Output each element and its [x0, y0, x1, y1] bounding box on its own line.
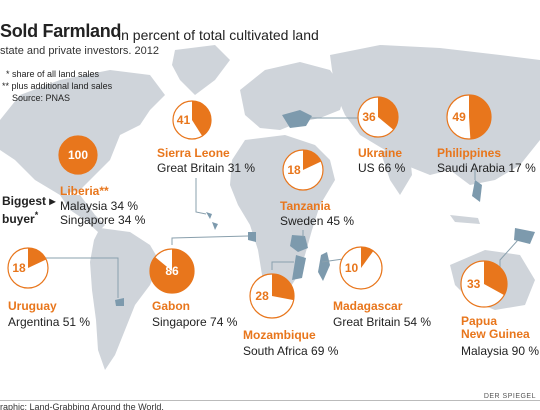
highlight-uruguay: [115, 298, 124, 306]
buyer-mozambique: South Africa 69 %: [243, 344, 339, 358]
biggest-buyer-label: Biggest ▸ buyer*: [2, 194, 55, 226]
country-label-mozambique: Mozambique: [243, 328, 316, 342]
pie-label-uruguay: 18: [12, 261, 26, 275]
pie-label-madagascar: 10: [345, 261, 359, 275]
country-label-uruguay: Uruguay: [8, 299, 57, 313]
pie-layer: 41 100 18 86 18 36 49 28 10 33: [7, 94, 508, 319]
pie-label-tanzania: 18: [287, 163, 301, 177]
pie-liberia: 100: [58, 135, 98, 175]
chart-title: Sold Farmland: [0, 21, 122, 41]
chart-subtitle: state and private investors. 2012: [0, 45, 159, 57]
highlight-tanzania: [290, 235, 308, 252]
pie-label-liberia: 100: [68, 148, 88, 162]
buyer-gabon: Singapore 74 %: [152, 315, 238, 329]
pie-sierra-leone: 41: [172, 100, 212, 140]
pie-label-philippines: 49: [452, 110, 466, 124]
country-label-sierra-leone: Sierra Leone: [157, 146, 230, 160]
country-label-philippines: Philippines: [437, 146, 502, 160]
country-label-papua-line2: New Guinea: [461, 327, 530, 341]
leader-uruguay: [40, 257, 119, 298]
pie-madagascar: 10: [339, 246, 383, 290]
landmass-asia: [330, 45, 540, 185]
liberia-mark: **: [99, 184, 109, 198]
landmass-europe: [240, 62, 345, 130]
biggest-buyer-line2: buyer*: [2, 210, 39, 226]
buyer-ukraine: US 66 %: [358, 161, 406, 175]
buyer-sierra-leone: Great Britain 31 %: [157, 161, 256, 175]
country-label-gabon: Gabon: [152, 299, 190, 313]
buyer-liberia-2: Singapore 34 %: [60, 213, 146, 227]
leader-sierra-leone: [195, 178, 207, 215]
footer-rule: [0, 400, 540, 410]
footer-credit: DER SPIEGEL: [483, 393, 536, 400]
note-additional: ** plus additional land sales: [2, 81, 113, 91]
landmass-greenland: [172, 45, 230, 95]
highlight-mozambique: [292, 255, 306, 280]
leader-gabon: [171, 235, 249, 245]
leader-lines: [40, 117, 519, 298]
buyer-tanzania: Sweden 45 %: [280, 214, 355, 228]
country-label-papua-line1: Papua: [461, 314, 498, 328]
landmass-north-america: [0, 70, 165, 195]
pie-slice-gabon: [150, 248, 195, 293]
buyer-philippines: Saudi Arabia 17 %: [437, 161, 536, 175]
pie-slice-mozambique: [272, 274, 294, 301]
pie-papua: 33: [460, 260, 508, 308]
pie-slice-liberia: [59, 136, 97, 174]
landmass-south-america: [90, 228, 160, 370]
biggest-buyer-line1: Biggest ▸: [2, 194, 56, 208]
pie-label-ukraine: 36: [362, 110, 376, 124]
pie-tanzania: 18: [282, 149, 324, 191]
pie-slice-uruguay: [28, 248, 47, 268]
country-label-madagascar: Madagascar: [333, 299, 403, 313]
pie-slice-ukraine: [378, 97, 399, 130]
footer-caption: raphic: Land-Grabbing Around the World.: [0, 402, 164, 410]
highlight-sierra-leone: [206, 212, 212, 219]
landmass-indonesia: [450, 215, 480, 224]
pie-uruguay: 18: [7, 247, 49, 289]
biggest-buyer-mark: *: [34, 210, 39, 220]
buyer-uruguay: Argentina 51 %: [8, 315, 91, 329]
pie-philippines: 49: [446, 94, 492, 140]
pie-slice-madagascar: [361, 247, 374, 268]
country-label-papua: Papua New Guinea: [461, 315, 530, 341]
pie-slice-philippines: [469, 94, 492, 139]
note-source: Source: PNAS: [12, 93, 71, 103]
leader-mozambique: [271, 261, 294, 270]
pie-label-sierra-leone: 41: [177, 113, 191, 127]
pie-label-papua: 33: [467, 277, 481, 291]
landmass-central-america: [60, 195, 105, 232]
buyer-liberia-1: Malaysia 34 %: [60, 199, 139, 213]
pie-mozambique: 28: [249, 273, 295, 319]
highlight-gabon: [248, 232, 256, 242]
pie-slice-papua: [484, 261, 508, 296]
buyer-papua: Malaysia 90 %: [461, 344, 540, 358]
pie-ukraine: 36: [357, 96, 399, 138]
landmass-india: [380, 150, 412, 195]
country-label-tanzania: Tanzania: [280, 199, 331, 213]
country-label-ukraine: Ukraine: [358, 146, 403, 160]
pie-label-gabon: 86: [165, 264, 179, 278]
note-share: * share of all land sales: [6, 69, 100, 79]
buyer-madagascar: Great Britain 54 %: [333, 315, 432, 329]
pie-label-mozambique: 28: [255, 289, 269, 303]
highlight-papua: [514, 228, 535, 244]
country-label-liberia: Liberia**: [60, 184, 109, 198]
highlight-liberia: [212, 222, 218, 230]
landmass-madagascar: [318, 252, 330, 281]
highlight-ukraine: [282, 110, 312, 128]
pie-slice-sierra-leone: [192, 101, 211, 137]
chart-title-unit: in percent of total cultivated land: [118, 27, 319, 43]
pie-slice-tanzania: [303, 149, 322, 170]
highlight-philippines: [472, 180, 482, 202]
pie-gabon: 86: [149, 248, 195, 294]
